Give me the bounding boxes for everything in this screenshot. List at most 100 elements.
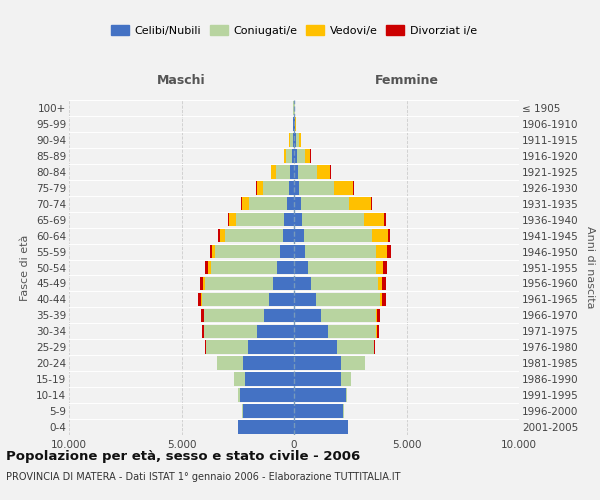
Bar — [305, 149, 310, 162]
Bar — [388, 245, 391, 258]
Bar — [257, 181, 263, 194]
Bar — [305, 245, 376, 258]
Text: Femmine: Femmine — [374, 74, 439, 87]
Bar — [299, 133, 301, 146]
Bar — [293, 133, 294, 146]
Bar — [202, 292, 269, 306]
Bar — [337, 340, 374, 354]
Bar — [229, 213, 236, 226]
Bar — [294, 117, 295, 130]
Bar — [225, 229, 283, 242]
Bar — [242, 197, 250, 210]
Bar — [215, 245, 280, 258]
Bar — [263, 181, 289, 194]
Bar — [257, 324, 294, 338]
Y-axis label: Fasce di età: Fasce di età — [20, 234, 31, 300]
Bar — [212, 245, 215, 258]
Bar — [298, 165, 317, 178]
Bar — [218, 229, 220, 242]
Text: Popolazione per età, sesso e stato civile - 2006: Popolazione per età, sesso e stato civil… — [6, 450, 360, 463]
Bar — [294, 181, 299, 194]
Bar — [317, 165, 330, 178]
Bar — [294, 245, 305, 258]
Bar — [248, 340, 294, 354]
Bar — [236, 213, 284, 226]
Bar — [301, 197, 349, 210]
Bar — [308, 260, 376, 274]
Bar — [296, 133, 299, 146]
Bar — [384, 213, 386, 226]
Bar — [204, 324, 257, 338]
Bar — [289, 181, 294, 194]
Bar — [206, 340, 248, 354]
Bar — [289, 133, 290, 146]
Bar — [294, 340, 337, 354]
Y-axis label: Anni di nascita: Anni di nascita — [585, 226, 595, 308]
Bar — [238, 388, 241, 402]
Bar — [294, 213, 302, 226]
Bar — [378, 276, 382, 290]
Bar — [382, 292, 386, 306]
Text: Maschi: Maschi — [157, 74, 206, 87]
Legend: Celibi/Nubili, Coniugati/e, Vedovi/e, Divorziat i/e: Celibi/Nubili, Coniugati/e, Vedovi/e, Di… — [107, 20, 481, 40]
Bar — [364, 213, 384, 226]
Bar — [250, 197, 287, 210]
Bar — [346, 388, 347, 402]
Bar — [269, 292, 294, 306]
Bar — [202, 324, 204, 338]
Bar — [290, 165, 294, 178]
Bar — [376, 324, 377, 338]
Bar — [341, 372, 350, 386]
Bar — [228, 213, 229, 226]
Bar — [388, 229, 391, 242]
Bar — [205, 260, 208, 274]
Bar — [198, 292, 202, 306]
Bar — [316, 292, 380, 306]
Bar — [209, 245, 212, 258]
Bar — [302, 213, 364, 226]
Bar — [377, 308, 380, 322]
Bar — [294, 420, 348, 434]
Bar — [376, 260, 383, 274]
Bar — [284, 213, 294, 226]
Bar — [294, 292, 316, 306]
Bar — [374, 340, 375, 354]
Bar — [242, 404, 294, 418]
Bar — [245, 372, 294, 386]
Bar — [238, 420, 294, 434]
Bar — [294, 404, 343, 418]
Bar — [294, 197, 301, 210]
Bar — [294, 276, 311, 290]
Bar — [294, 388, 346, 402]
Bar — [283, 229, 294, 242]
Bar — [264, 308, 294, 322]
Bar — [292, 149, 294, 162]
Bar — [211, 260, 277, 274]
Bar — [328, 324, 376, 338]
Bar — [341, 356, 365, 370]
Bar — [294, 149, 296, 162]
Bar — [205, 276, 274, 290]
Text: PROVINCIA DI MATERA - Dati ISTAT 1° gennaio 2006 - Elaborazione TUTTITALIA.IT: PROVINCIA DI MATERA - Dati ISTAT 1° genn… — [6, 472, 401, 482]
Bar — [274, 276, 294, 290]
Bar — [383, 260, 387, 274]
Bar — [294, 308, 321, 322]
Bar — [349, 197, 371, 210]
Bar — [294, 260, 308, 274]
Bar — [294, 356, 341, 370]
Bar — [294, 372, 341, 386]
Bar — [271, 165, 275, 178]
Bar — [382, 276, 386, 290]
Bar — [321, 308, 376, 322]
Bar — [376, 245, 388, 258]
Bar — [201, 308, 203, 322]
Bar — [205, 340, 206, 354]
Bar — [290, 133, 293, 146]
Bar — [299, 181, 334, 194]
Bar — [294, 165, 298, 178]
Bar — [287, 197, 294, 210]
Bar — [284, 149, 286, 162]
Bar — [294, 229, 304, 242]
Bar — [241, 197, 242, 210]
Bar — [334, 181, 353, 194]
